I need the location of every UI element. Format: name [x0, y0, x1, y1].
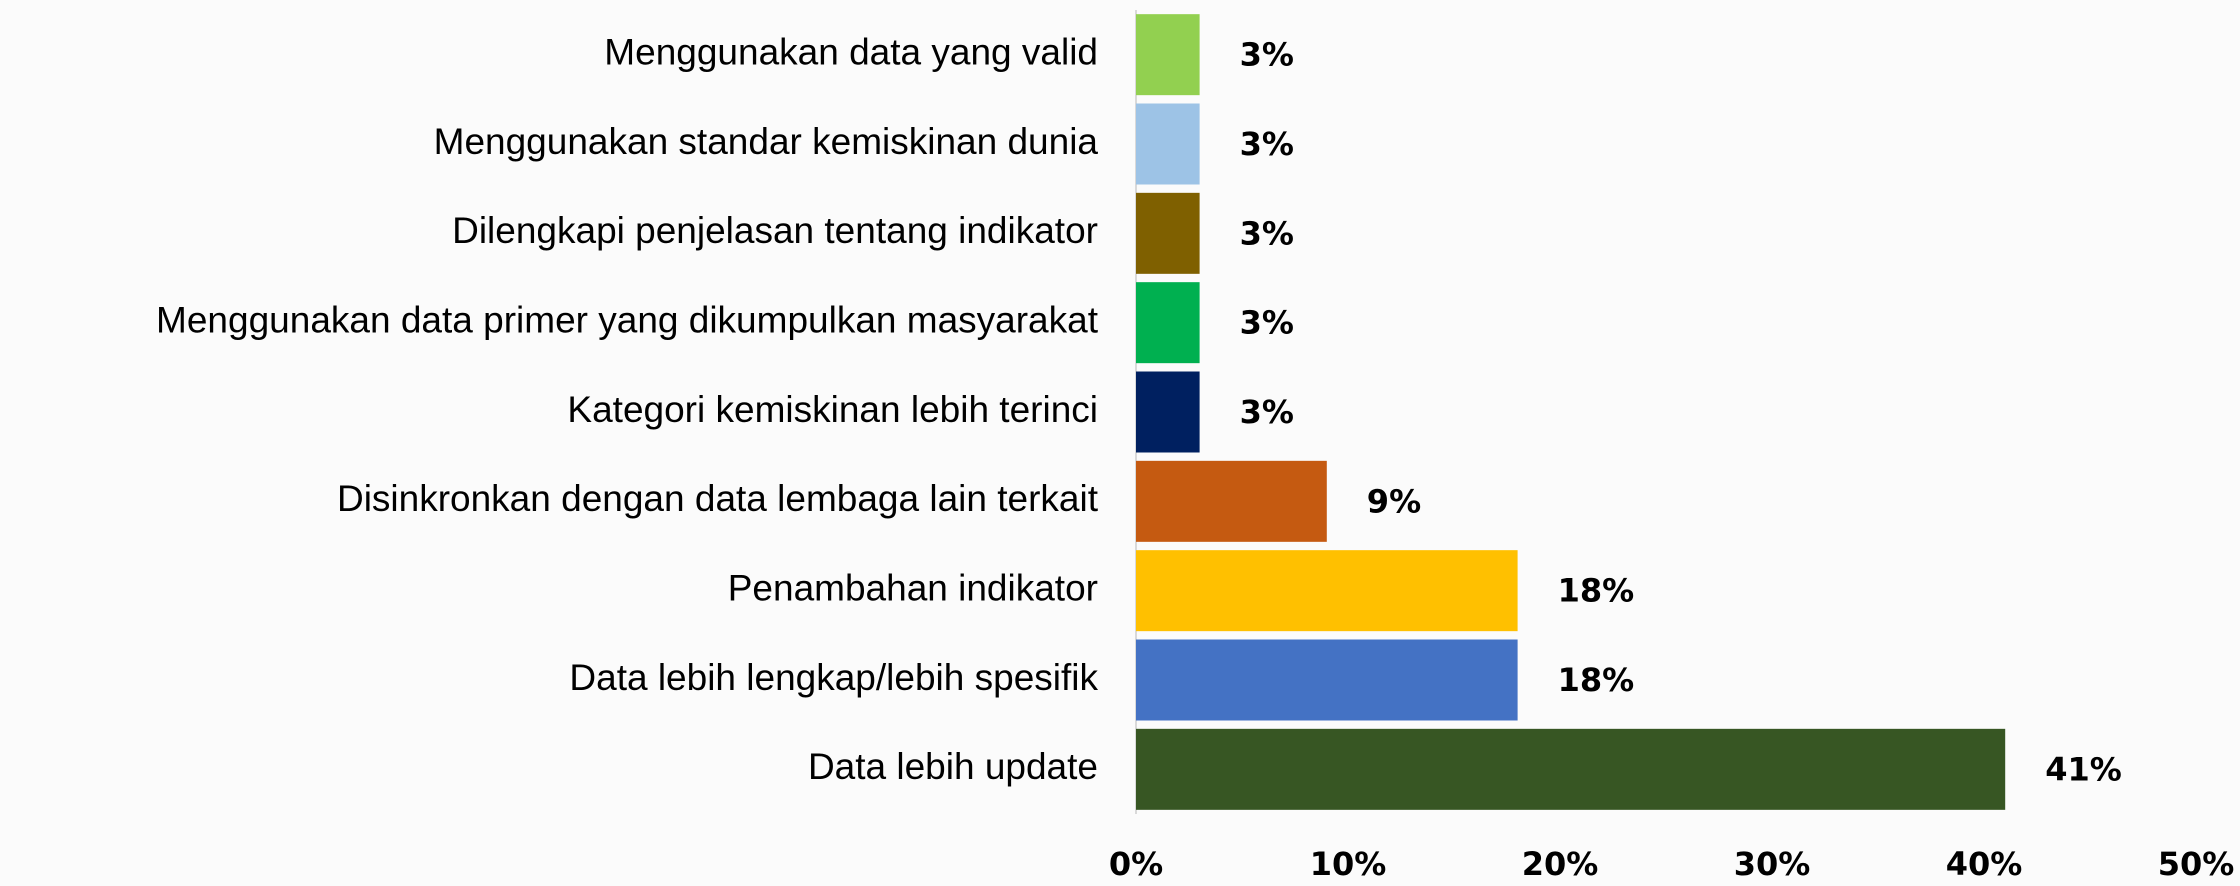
bar	[1136, 371, 1200, 453]
x-tick-label: 40%	[1946, 845, 2023, 883]
bar	[1136, 460, 1327, 542]
x-tick-label: 0%	[1109, 845, 1163, 883]
bar	[1136, 282, 1200, 364]
category-label: Kategori kemiskinan lebih terinci	[567, 389, 1098, 430]
x-tick-label: 30%	[1734, 845, 1811, 883]
category-label: Dilengkapi penjelasan tentang indikator	[452, 210, 1098, 251]
bar	[1136, 728, 2006, 810]
bar	[1136, 639, 1518, 721]
category-label: Data lebih update	[808, 746, 1098, 787]
category-label: Data lebih lengkap/lebih spesifik	[569, 657, 1098, 698]
bar	[1136, 192, 1200, 274]
value-label: 18%	[1558, 661, 1635, 699]
bar	[1136, 103, 1200, 185]
category-label: Penambahan indikator	[728, 567, 1098, 608]
category-label: Disinkronkan dengan data lembaga lain te…	[337, 478, 1099, 519]
value-label: 3%	[1240, 36, 1294, 74]
value-label: 41%	[2045, 750, 2122, 788]
value-label: 3%	[1240, 304, 1294, 342]
bar	[1136, 14, 1200, 96]
value-label: 3%	[1240, 125, 1294, 163]
category-label: Menggunakan standar kemiskinan dunia	[434, 121, 1099, 162]
category-label: Menggunakan data yang valid	[604, 31, 1098, 72]
value-label: 18%	[1558, 572, 1635, 610]
value-label: 9%	[1367, 482, 1421, 520]
category-label: Menggunakan data primer yang dikumpulkan…	[156, 299, 1099, 340]
value-label: 3%	[1240, 393, 1294, 431]
x-tick-label: 10%	[1310, 845, 1387, 883]
x-tick-label: 50%	[2158, 845, 2235, 883]
value-label: 3%	[1240, 214, 1294, 252]
bar	[1136, 550, 1518, 632]
x-tick-label: 20%	[1522, 845, 1599, 883]
